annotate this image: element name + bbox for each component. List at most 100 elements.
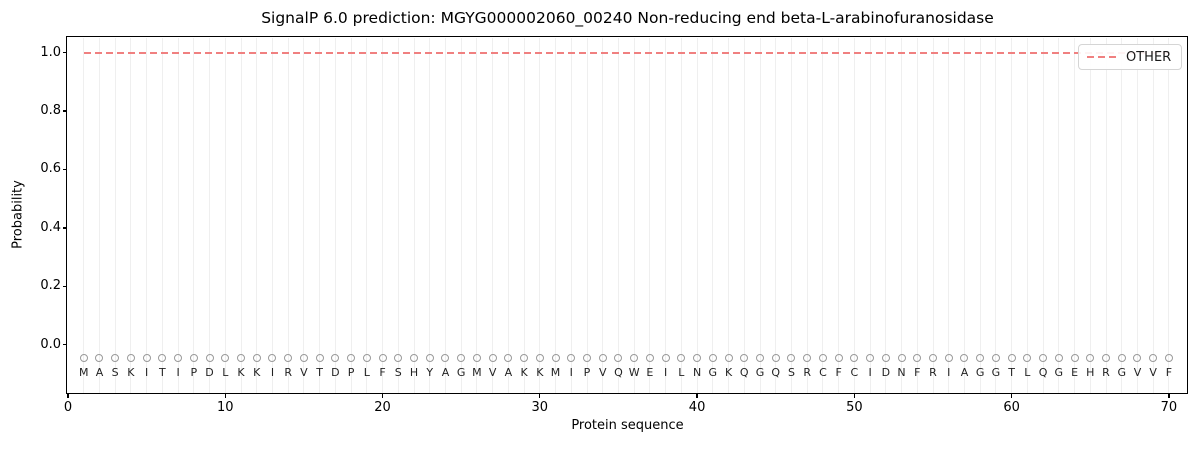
residue-marker (520, 353, 529, 362)
grid-line (114, 38, 116, 393)
residue-marker (504, 353, 513, 362)
x-tick-label: 50 (846, 400, 863, 415)
residue-marker (457, 353, 466, 362)
residue-letter: E (646, 366, 654, 380)
residue-marker (284, 353, 293, 362)
x-tick-mark (224, 394, 226, 398)
residue-letter: S (111, 366, 119, 380)
grid-line (822, 38, 824, 393)
residue-letter: Q (614, 366, 623, 380)
residue-marker (897, 353, 906, 362)
grid-line (759, 38, 761, 393)
residue-marker (881, 353, 890, 362)
grid-line (177, 38, 179, 393)
grid-line (602, 38, 604, 393)
grid-line (240, 38, 242, 393)
residue-marker (441, 353, 450, 362)
y-tick-mark (63, 227, 67, 229)
residue-letter: W (628, 366, 640, 380)
residue-letter: D (881, 366, 891, 380)
residue-letter: G (755, 366, 765, 380)
residue-marker (1039, 353, 1048, 362)
x-tick-label: 0 (63, 400, 73, 415)
residue-letter: Q (771, 366, 781, 380)
residue-marker (614, 353, 623, 362)
residue-marker (834, 353, 843, 362)
residue-letter: Q (1038, 366, 1048, 380)
residue-marker (488, 353, 497, 362)
residue-marker (1117, 353, 1126, 362)
residue-letter: L (363, 366, 370, 380)
x-tick-label: 30 (531, 400, 549, 415)
grid-line (287, 38, 289, 393)
residue-letter: R (284, 366, 292, 380)
residue-marker (126, 353, 135, 362)
residue-letter: V (1149, 366, 1157, 380)
residue-marker (771, 353, 780, 362)
residue-letter: A (95, 366, 104, 380)
residue-marker (960, 353, 969, 362)
chart-title: SignalP 6.0 prediction: MGYG000002060_00… (261, 9, 994, 27)
residue-marker (1023, 353, 1032, 362)
grid-line (1121, 38, 1123, 393)
grid-line (790, 38, 792, 393)
grid-line (570, 38, 572, 393)
grid-line (366, 38, 368, 393)
residue-letter: P (347, 366, 355, 380)
residue-letter: N (897, 366, 906, 380)
grid-line (397, 38, 399, 393)
grid-line (963, 38, 965, 393)
residue-letter: F (914, 366, 921, 380)
residue-marker (1149, 353, 1158, 362)
residue-marker (630, 353, 639, 362)
x-tick-label: 60 (1003, 400, 1020, 415)
residue-marker (268, 353, 277, 362)
residue-letter: Q (739, 366, 749, 380)
residue-marker (331, 353, 340, 362)
residue-letter: P (190, 366, 198, 380)
grid-line (271, 38, 273, 393)
residue-letter: E (1071, 366, 1079, 380)
grid-line (838, 38, 840, 393)
residue-marker (362, 353, 371, 362)
residue-marker (252, 353, 261, 362)
grid-line (350, 38, 352, 393)
x-axis-label: Protein sequence (571, 418, 684, 433)
grid-line (256, 38, 258, 393)
grid-line (507, 38, 509, 393)
grid-line (1168, 38, 1170, 393)
residue-letter: I (145, 366, 149, 380)
residue-marker (111, 353, 120, 362)
grid-line (916, 38, 918, 393)
grid-line (429, 38, 431, 393)
x-tick-label: 40 (688, 400, 706, 415)
residue-letter: H (409, 366, 419, 380)
residue-letter: V (1133, 366, 1142, 380)
residue-letter: T (316, 366, 323, 380)
residue-marker (1164, 353, 1173, 362)
residue-letter: V (300, 366, 308, 380)
residue-letter: M (472, 366, 482, 380)
grid-line (932, 38, 934, 393)
residue-letter: G (708, 366, 718, 380)
grid-line (319, 38, 321, 393)
residue-letter: I (947, 366, 951, 380)
residue-marker (79, 353, 88, 362)
residue-marker (787, 353, 796, 362)
residue-letter: A (960, 366, 969, 380)
grid-line (775, 38, 777, 393)
residue-marker (535, 353, 544, 362)
grid-line (555, 38, 557, 393)
residue-letter: T (1008, 366, 1015, 380)
legend: OTHER (1078, 44, 1183, 70)
residue-marker (645, 353, 654, 362)
residue-marker (174, 353, 183, 362)
residue-letter: G (1117, 366, 1126, 380)
residue-marker (378, 353, 387, 362)
residue-marker (1133, 353, 1142, 362)
y-tick-label: 0.2 (40, 278, 61, 294)
x-tick-mark (853, 394, 855, 398)
residue-marker (347, 353, 356, 362)
residue-marker (661, 353, 670, 362)
